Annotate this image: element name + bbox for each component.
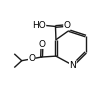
Text: O: O	[63, 21, 70, 30]
Text: N: N	[69, 61, 76, 70]
Text: O: O	[39, 40, 46, 49]
Text: O: O	[28, 54, 35, 63]
Text: HO: HO	[32, 21, 46, 30]
